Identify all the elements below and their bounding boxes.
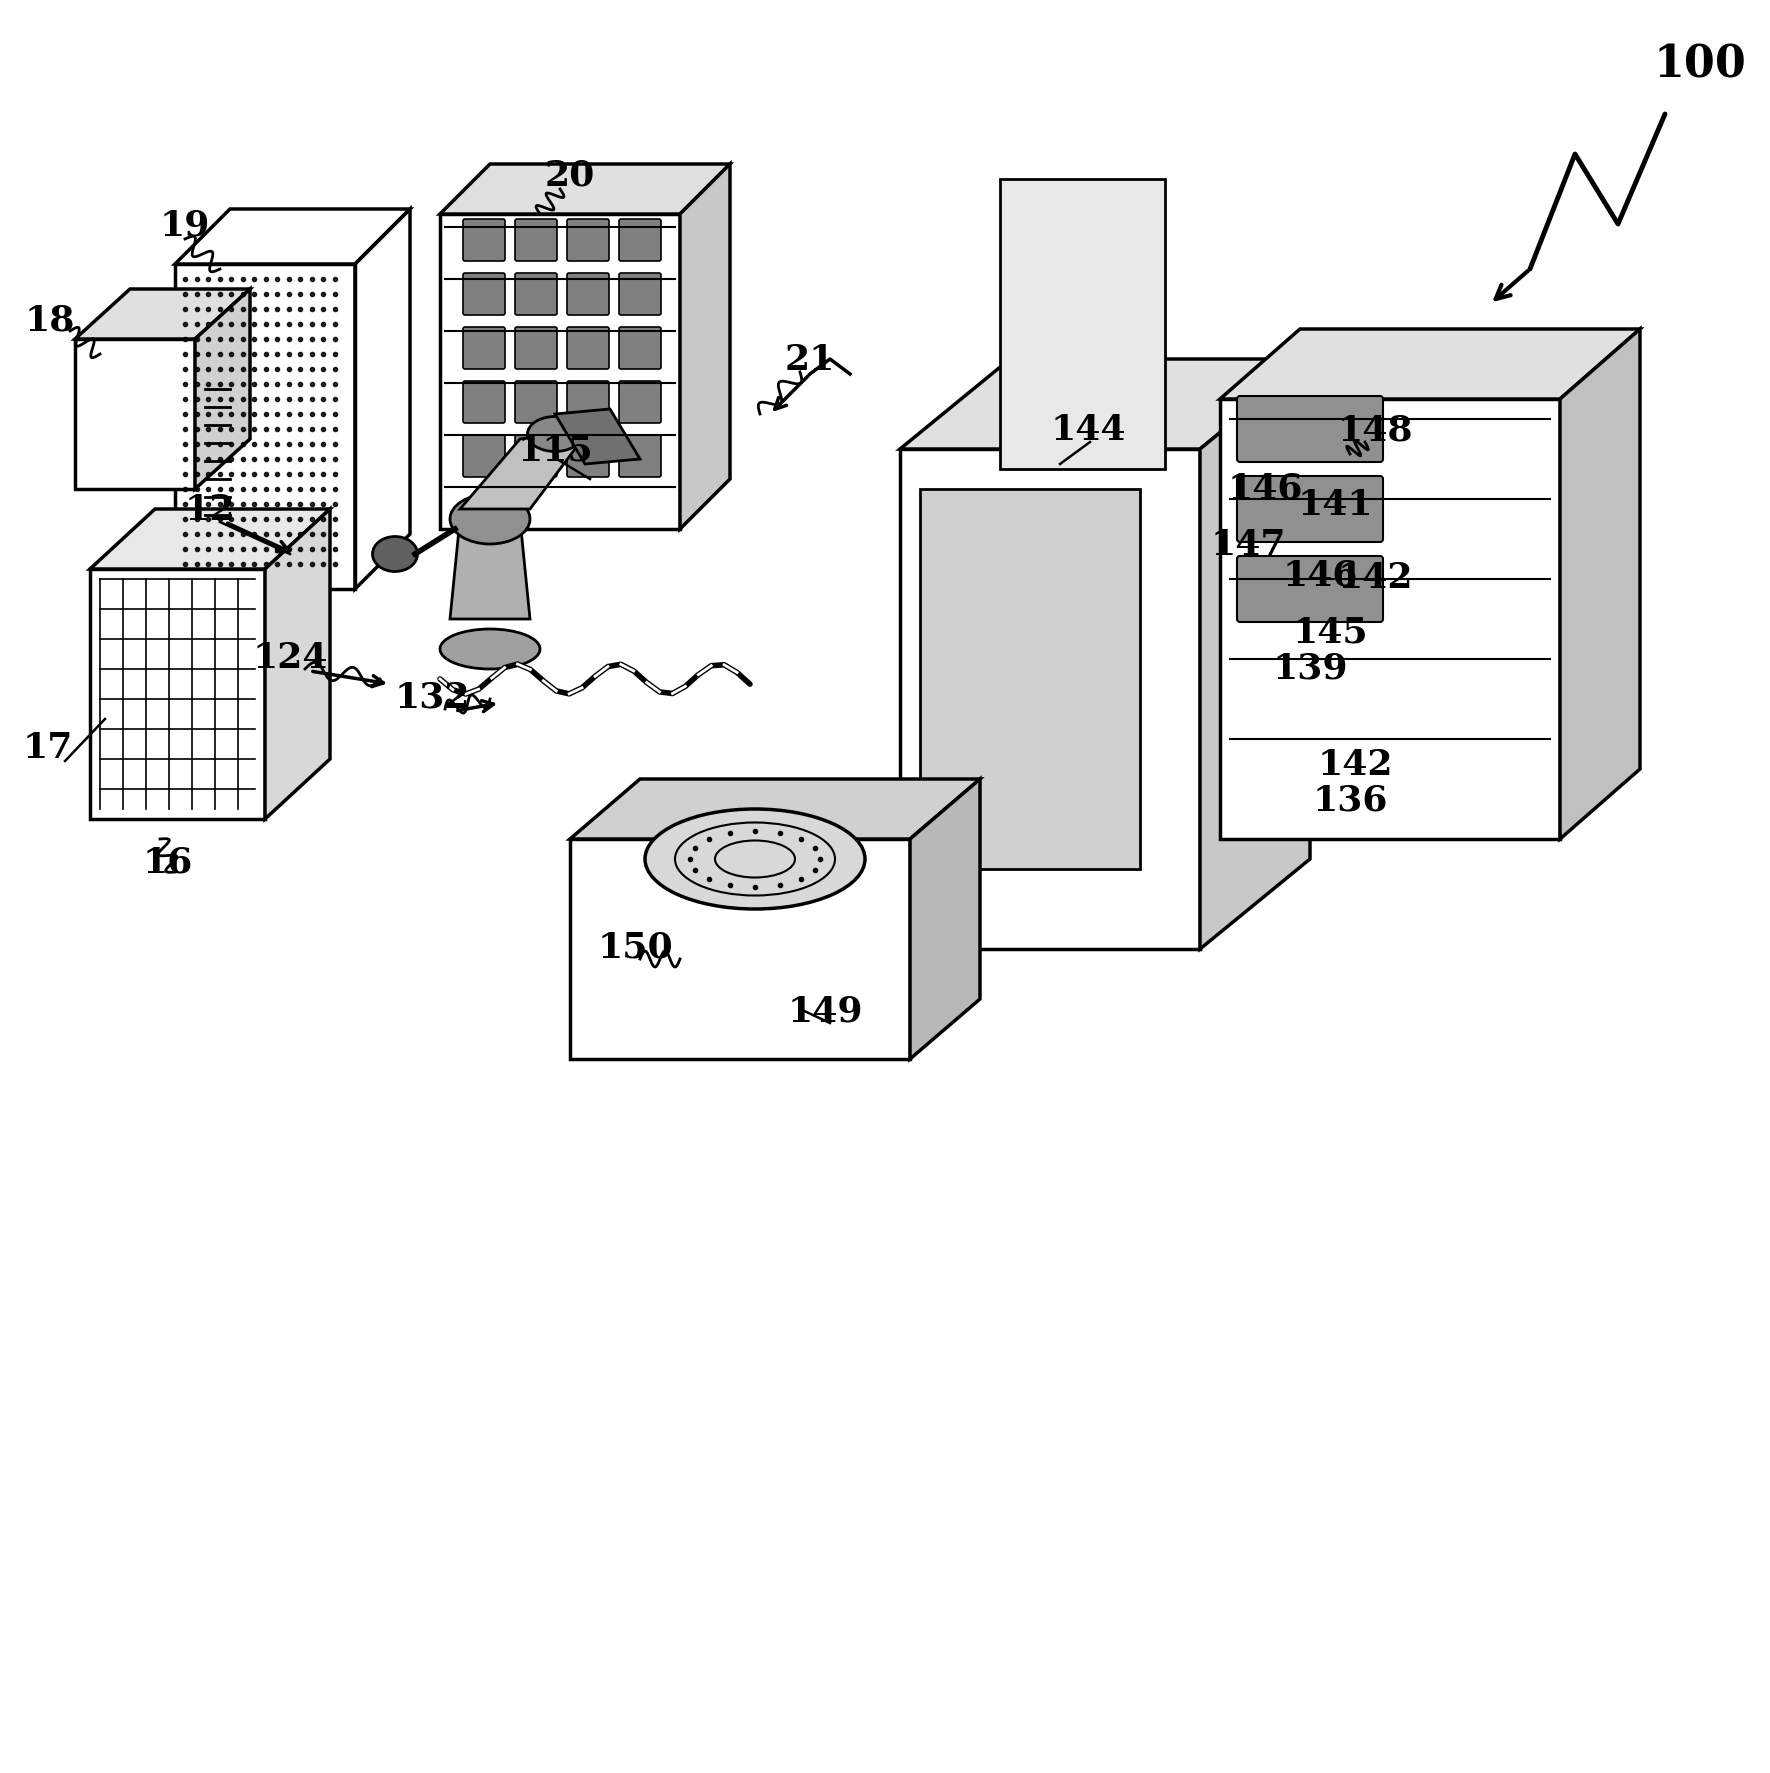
FancyBboxPatch shape (515, 273, 558, 316)
Text: 20: 20 (545, 158, 595, 191)
Polygon shape (899, 450, 1200, 950)
Text: 148: 148 (1338, 413, 1412, 447)
Polygon shape (556, 410, 641, 465)
Text: 144: 144 (1050, 413, 1126, 447)
FancyBboxPatch shape (620, 381, 660, 424)
Text: 145: 145 (1292, 615, 1368, 649)
FancyBboxPatch shape (566, 436, 609, 477)
Polygon shape (460, 429, 589, 509)
Bar (920, 489, 1140, 869)
Text: 16: 16 (143, 844, 193, 878)
Ellipse shape (644, 810, 866, 910)
Text: 19: 19 (159, 207, 211, 241)
Text: 150: 150 (596, 931, 673, 965)
Ellipse shape (527, 417, 582, 452)
FancyBboxPatch shape (515, 328, 558, 371)
Polygon shape (74, 289, 250, 340)
FancyBboxPatch shape (566, 220, 609, 262)
FancyBboxPatch shape (1237, 397, 1382, 463)
Polygon shape (570, 780, 981, 840)
Text: 149: 149 (788, 995, 862, 1028)
Text: 100: 100 (1653, 44, 1747, 87)
FancyBboxPatch shape (566, 273, 609, 316)
Text: 142: 142 (1338, 560, 1412, 594)
Text: 132: 132 (395, 679, 469, 713)
Text: 124: 124 (253, 640, 327, 674)
FancyBboxPatch shape (464, 273, 504, 316)
Polygon shape (450, 519, 529, 619)
Polygon shape (680, 165, 729, 530)
Text: 115: 115 (517, 433, 593, 466)
Polygon shape (175, 209, 411, 264)
Text: 146: 146 (1227, 472, 1303, 505)
Ellipse shape (372, 537, 418, 573)
FancyBboxPatch shape (1237, 557, 1382, 622)
Polygon shape (899, 360, 1310, 450)
Polygon shape (441, 215, 680, 530)
Polygon shape (266, 509, 329, 819)
FancyBboxPatch shape (464, 328, 504, 371)
Ellipse shape (450, 495, 529, 544)
Text: 146: 146 (1281, 558, 1358, 592)
Text: 141: 141 (1297, 488, 1374, 521)
FancyBboxPatch shape (515, 436, 558, 477)
FancyBboxPatch shape (566, 381, 609, 424)
FancyBboxPatch shape (566, 328, 609, 371)
FancyBboxPatch shape (515, 381, 558, 424)
Polygon shape (74, 340, 195, 489)
Polygon shape (1220, 330, 1641, 399)
Text: 18: 18 (25, 303, 74, 337)
Polygon shape (1200, 360, 1310, 950)
Polygon shape (90, 569, 266, 819)
Ellipse shape (441, 629, 540, 670)
FancyBboxPatch shape (515, 220, 558, 262)
FancyBboxPatch shape (1237, 477, 1382, 543)
FancyBboxPatch shape (464, 220, 504, 262)
Polygon shape (1559, 330, 1641, 840)
Text: 12: 12 (184, 493, 235, 527)
FancyBboxPatch shape (620, 436, 660, 477)
Bar (1000, 179, 1165, 470)
FancyBboxPatch shape (464, 436, 504, 477)
Text: 147: 147 (1211, 528, 1285, 562)
Text: 142: 142 (1317, 748, 1393, 782)
Polygon shape (195, 289, 250, 489)
Polygon shape (570, 840, 910, 1060)
Polygon shape (910, 780, 981, 1060)
Text: 21: 21 (784, 342, 835, 378)
Text: 139: 139 (1273, 651, 1347, 684)
FancyBboxPatch shape (620, 273, 660, 316)
Text: 17: 17 (23, 730, 73, 764)
FancyBboxPatch shape (464, 381, 504, 424)
FancyBboxPatch shape (620, 220, 660, 262)
Polygon shape (441, 165, 729, 215)
FancyBboxPatch shape (620, 328, 660, 371)
Text: 136: 136 (1312, 782, 1388, 817)
Polygon shape (1220, 399, 1559, 840)
Polygon shape (90, 509, 329, 569)
